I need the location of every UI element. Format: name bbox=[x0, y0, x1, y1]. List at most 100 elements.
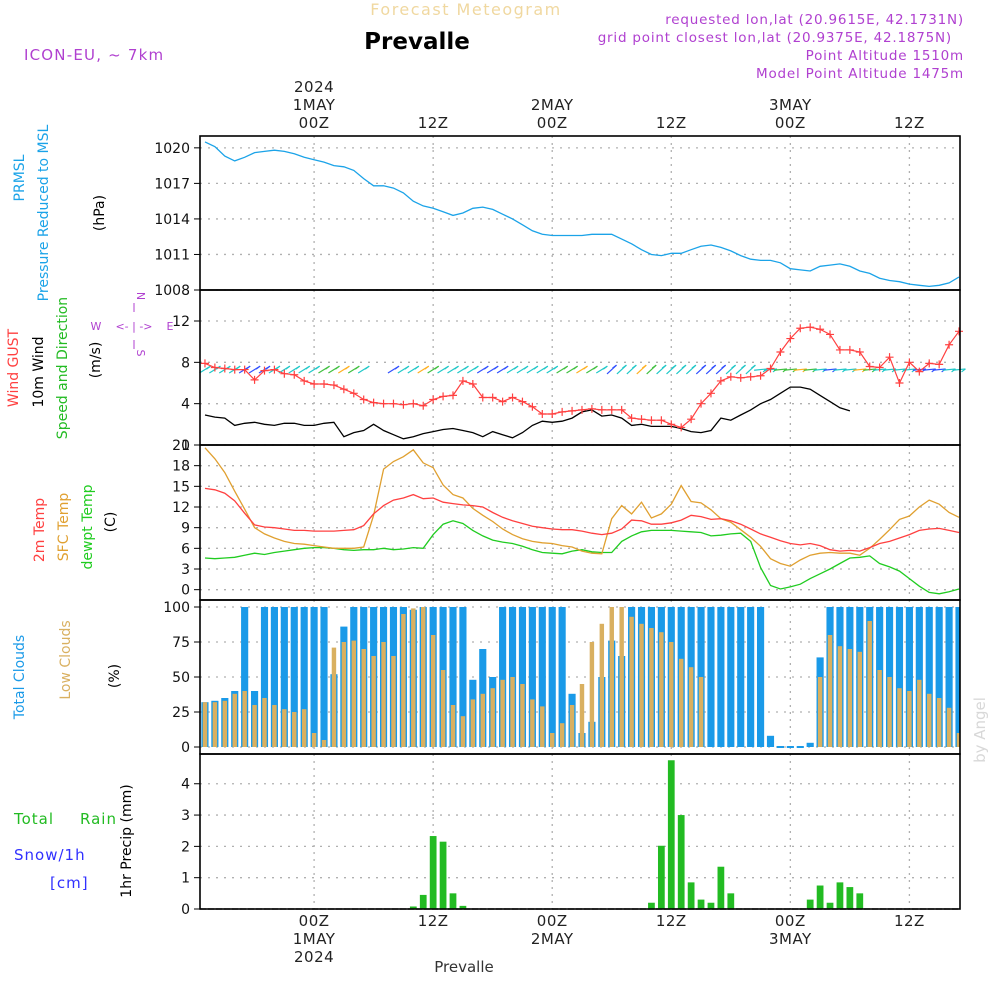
rain-bar bbox=[697, 899, 705, 909]
product-title: Forecast Meteogram bbox=[370, 0, 561, 19]
sfc-temp-label: SFC Temp bbox=[56, 493, 72, 562]
wind-gust-marker bbox=[210, 363, 219, 372]
y-tick-label: 12 bbox=[172, 314, 190, 330]
low-cloud-bar bbox=[292, 712, 297, 747]
low-cloud-bar bbox=[510, 677, 515, 747]
temperature-unit: (C) bbox=[103, 512, 119, 533]
rain-bar bbox=[419, 894, 427, 909]
y-tick-label: 1014 bbox=[154, 212, 190, 228]
low-cloud-bar bbox=[639, 623, 644, 747]
low-cloud-bar bbox=[609, 607, 614, 747]
wind-direction-arrowhead bbox=[543, 365, 549, 370]
wind-gust-marker bbox=[677, 423, 686, 432]
y-tick-label: 1008 bbox=[154, 283, 190, 299]
wind-gust-marker bbox=[657, 416, 666, 425]
wind-gust-marker bbox=[280, 369, 289, 378]
wind-direction-arrowhead bbox=[434, 365, 440, 370]
total-cloud-bar bbox=[727, 607, 735, 747]
pressure-label: Pressure Reduced to MSL bbox=[36, 124, 52, 301]
wind-direction-arrowhead bbox=[414, 365, 420, 370]
wind-gust-marker bbox=[270, 365, 279, 374]
low-cloud-bar bbox=[321, 740, 327, 747]
low-cloud-bar bbox=[678, 658, 684, 747]
wind-direction-arrowhead bbox=[651, 364, 657, 369]
rain-bar bbox=[429, 836, 437, 909]
rain-bar bbox=[648, 902, 655, 909]
wind-gust-label: Wind GUST bbox=[6, 328, 22, 407]
wind-gust-marker bbox=[697, 399, 706, 408]
rain-bar bbox=[667, 760, 675, 909]
wind-direction-arrow bbox=[793, 368, 807, 371]
top-tick-label: 12Z bbox=[418, 114, 449, 132]
wind-gust-marker bbox=[905, 358, 914, 367]
top-tick-label: 1MAY bbox=[293, 96, 336, 114]
wind-direction-arrowhead bbox=[275, 365, 281, 370]
low-cloud-bar bbox=[837, 646, 843, 747]
rain-bar bbox=[836, 882, 844, 909]
low-cloud-bar bbox=[917, 679, 922, 747]
wind-direction-arrowhead bbox=[335, 365, 340, 370]
y-tick-label: 4 bbox=[181, 397, 190, 413]
wind-direction-arrowhead bbox=[454, 365, 459, 370]
total-cloud-bar bbox=[737, 607, 745, 747]
rain-bar bbox=[657, 845, 665, 909]
y-tick-label: 18 bbox=[172, 459, 190, 475]
y-tick-label: 100 bbox=[163, 600, 190, 616]
rain-bar bbox=[846, 887, 854, 909]
top-tick-label: 12Z bbox=[656, 114, 687, 132]
wind-direction-arrow bbox=[783, 368, 797, 371]
total-cloud-bar bbox=[757, 607, 765, 747]
low-cloud-bar bbox=[272, 705, 277, 747]
low-cloud-bar bbox=[897, 688, 902, 747]
compass-arrows: <- | -> bbox=[115, 320, 152, 333]
total-cloud-bar bbox=[766, 735, 775, 747]
wind-gust-marker bbox=[855, 348, 864, 356]
wind-gust-marker bbox=[240, 365, 249, 374]
wind-gust-marker bbox=[885, 353, 894, 362]
low-cloud-bar bbox=[480, 693, 485, 747]
wind-gust-marker bbox=[766, 364, 775, 373]
wind-gust-marker bbox=[419, 401, 428, 410]
total-cloud-bar bbox=[558, 607, 566, 747]
wind-direction-arrowhead bbox=[573, 365, 578, 370]
compass-north: N bbox=[134, 292, 147, 300]
wind-gust-marker bbox=[558, 407, 567, 416]
wind-gust-marker bbox=[439, 392, 448, 401]
low-cloud-bar bbox=[301, 709, 307, 747]
wind-direction-arrowhead bbox=[345, 365, 350, 370]
compass-rose: W E <- | -> N S bbox=[91, 292, 174, 357]
low-cloud-bar bbox=[669, 642, 674, 747]
wind-gust-marker bbox=[478, 393, 487, 402]
wind-direction-arrowhead bbox=[622, 364, 627, 369]
pressure-line bbox=[204, 141, 960, 288]
low-cloud-bar bbox=[698, 677, 704, 747]
low-cloud-bar bbox=[252, 705, 257, 747]
wind-direction-arrowhead bbox=[444, 365, 449, 370]
wind-direction-arrow bbox=[813, 368, 827, 371]
rain-bar bbox=[826, 902, 834, 909]
wind-gust-marker bbox=[449, 391, 458, 400]
y-tick-label: 21 bbox=[172, 438, 190, 454]
total-cloud-bar bbox=[241, 607, 249, 747]
low-cloud-bar bbox=[331, 647, 337, 747]
requested-coordinates: requested lon,lat (20.9615E, 42.1731N) bbox=[665, 12, 964, 28]
wind-direction-arrowhead bbox=[305, 365, 311, 370]
wind-gust-marker bbox=[895, 379, 904, 387]
y-tick-label: 15 bbox=[172, 479, 190, 495]
wind-gust-marker bbox=[518, 397, 527, 406]
wind-direction-arrowhead bbox=[661, 364, 667, 369]
dewpoint-label: dewpt Temp bbox=[80, 484, 96, 569]
top-tick-label: 00Z bbox=[537, 114, 568, 132]
wind-direction-arrow bbox=[942, 368, 956, 371]
wind-direction-arrowhead bbox=[394, 365, 400, 370]
rain-bar bbox=[687, 882, 695, 909]
total-cloud-bar bbox=[459, 607, 467, 747]
low-cloud-bar bbox=[559, 723, 565, 747]
bottom-tick-label: 12Z bbox=[418, 912, 449, 930]
total-cloud-bar bbox=[518, 607, 527, 747]
wind-gust-marker bbox=[310, 380, 319, 389]
y-tick-label: 50 bbox=[172, 670, 190, 686]
top-tick-label: 12Z bbox=[894, 114, 925, 132]
